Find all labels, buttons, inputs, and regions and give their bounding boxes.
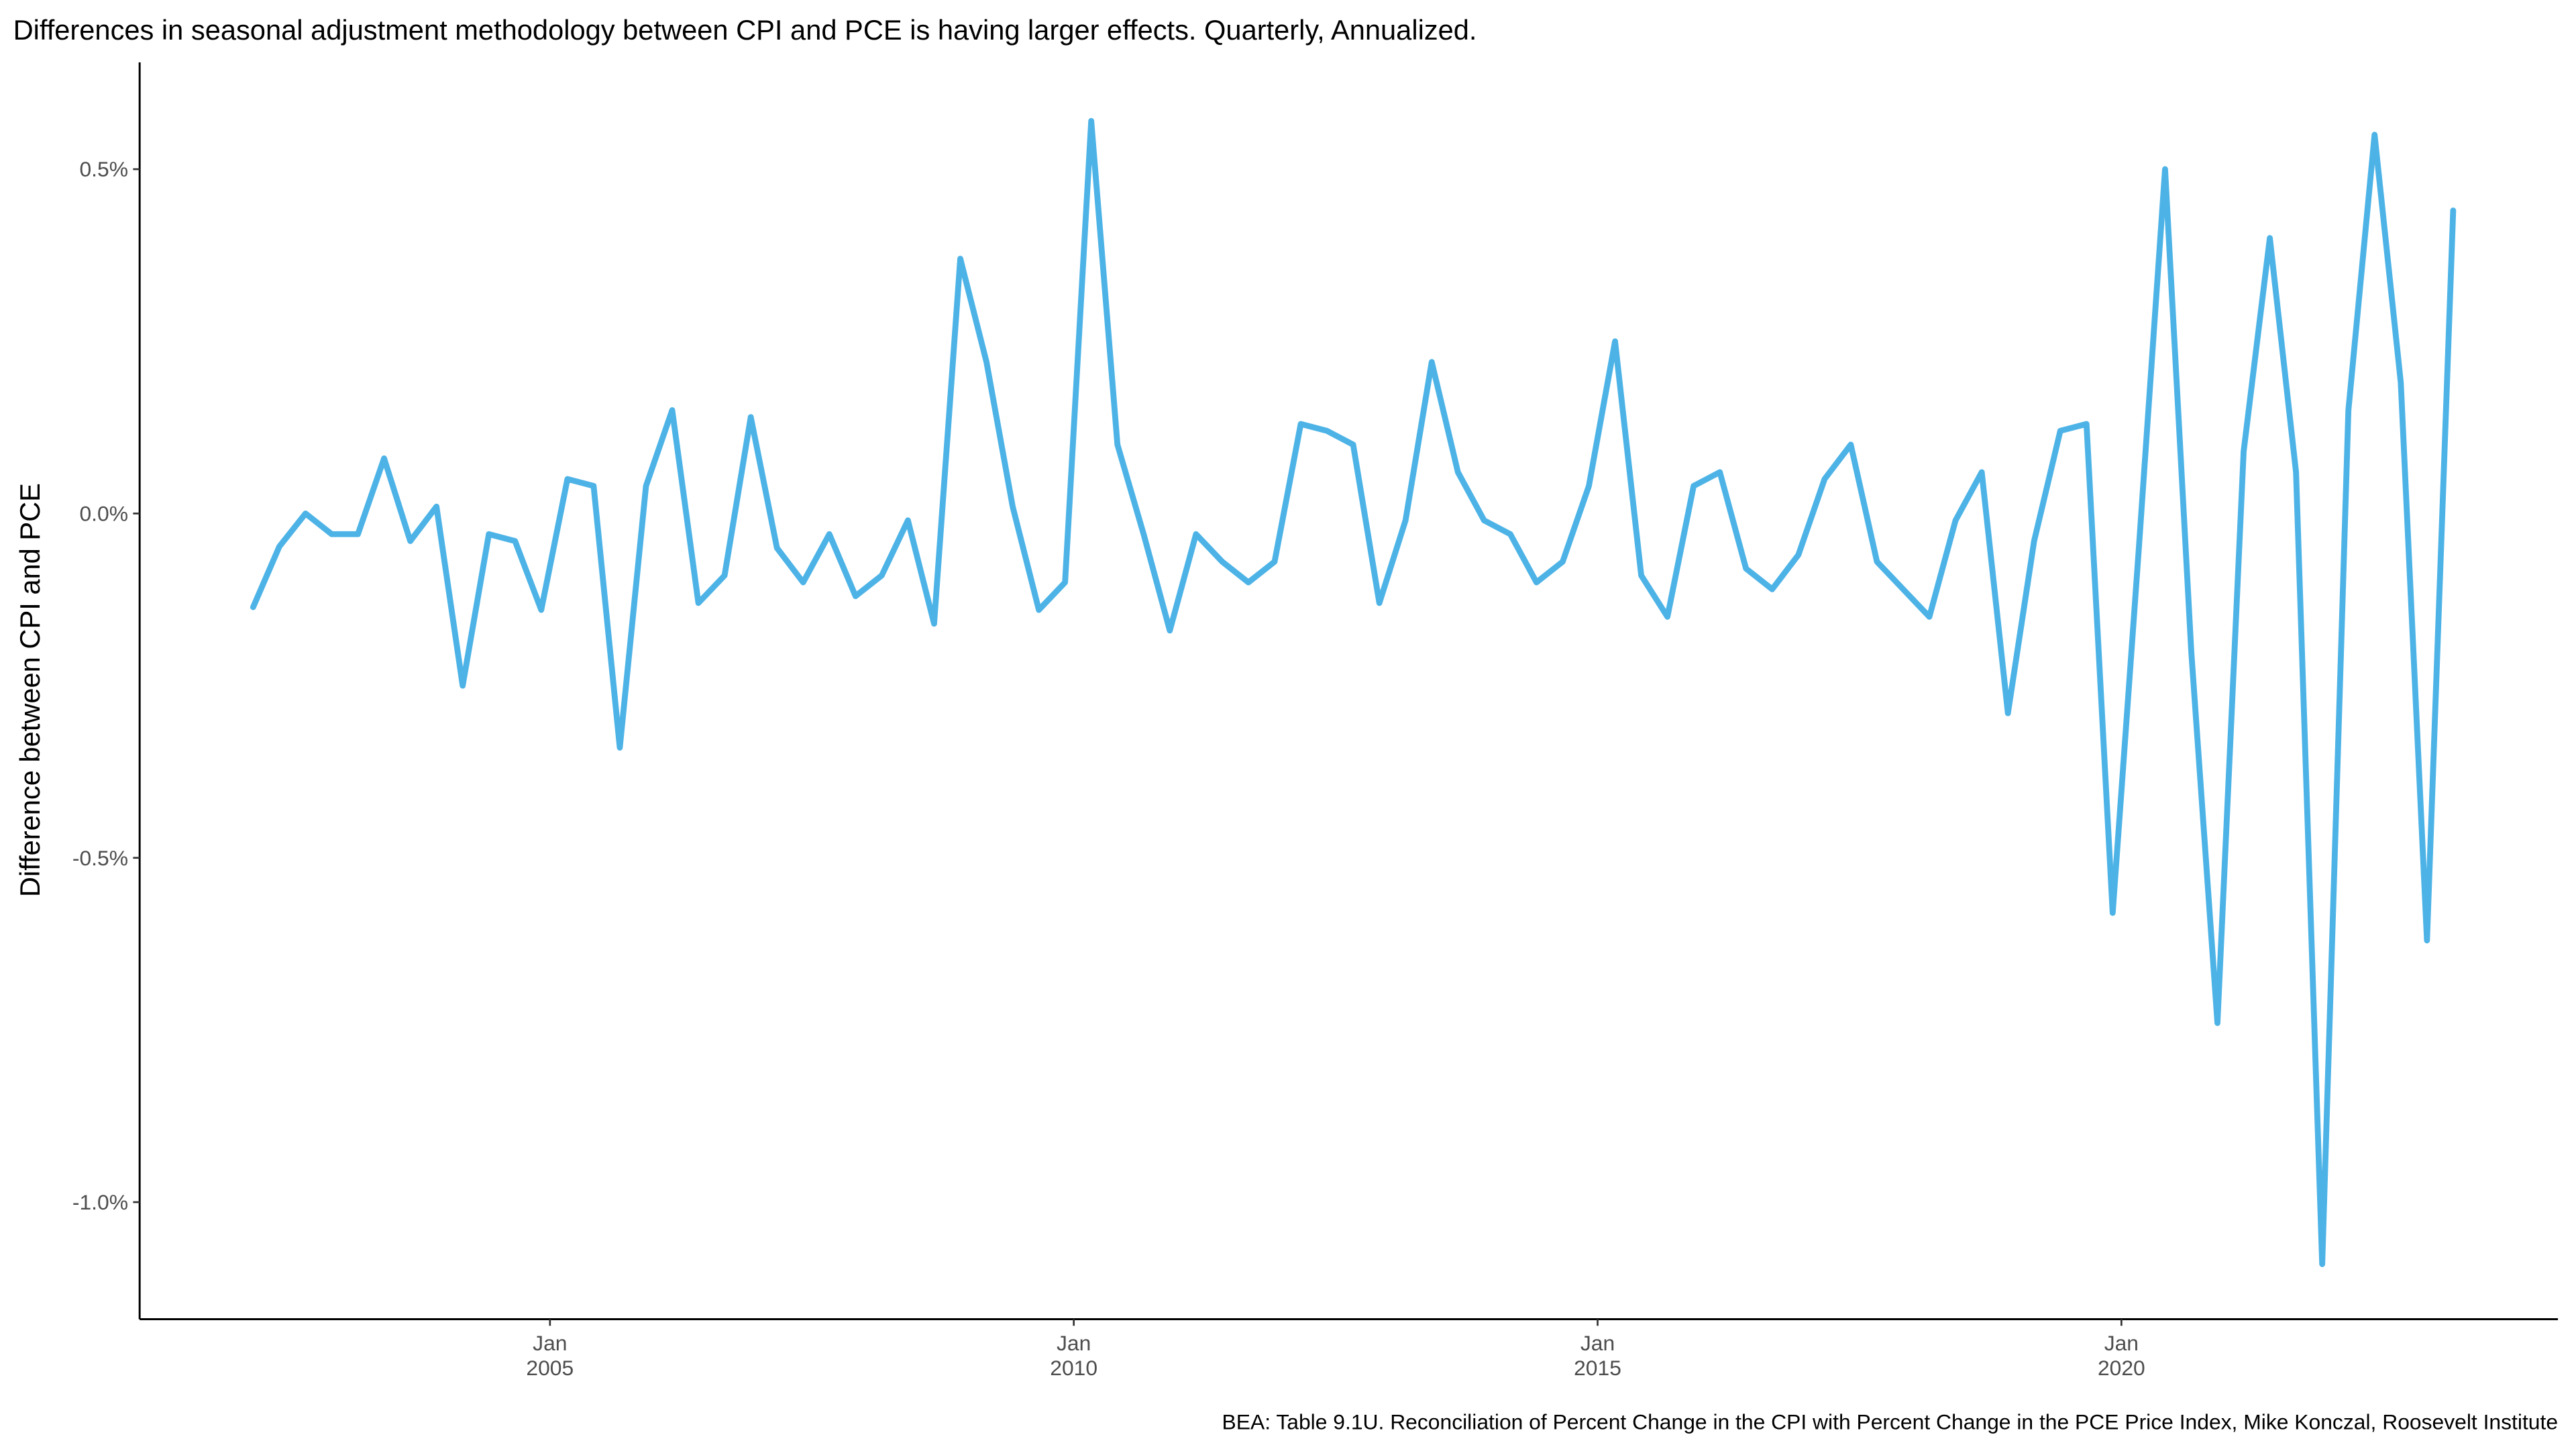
- x-tick-label: Jan 2015: [1574, 1331, 1621, 1380]
- y-tick-label: -0.5%: [72, 846, 128, 870]
- y-tick-label: 0.5%: [79, 157, 128, 181]
- caption: BEA: Table 9.1U. Reconciliation of Perce…: [1222, 1410, 2559, 1434]
- y-tick-label: -1.0%: [72, 1190, 128, 1214]
- chart-title: Differences in seasonal adjustment metho…: [13, 14, 1477, 46]
- y-axis-title: Difference between CPI and PCE: [14, 483, 46, 897]
- data-line: [250, 117, 2457, 1267]
- y-tick-label: 0.0%: [79, 501, 128, 525]
- x-tick-label: Jan 2010: [1050, 1331, 1097, 1380]
- x-tick-label: Jan 2020: [2098, 1331, 2145, 1380]
- x-tick-label: Jan 2005: [526, 1331, 574, 1380]
